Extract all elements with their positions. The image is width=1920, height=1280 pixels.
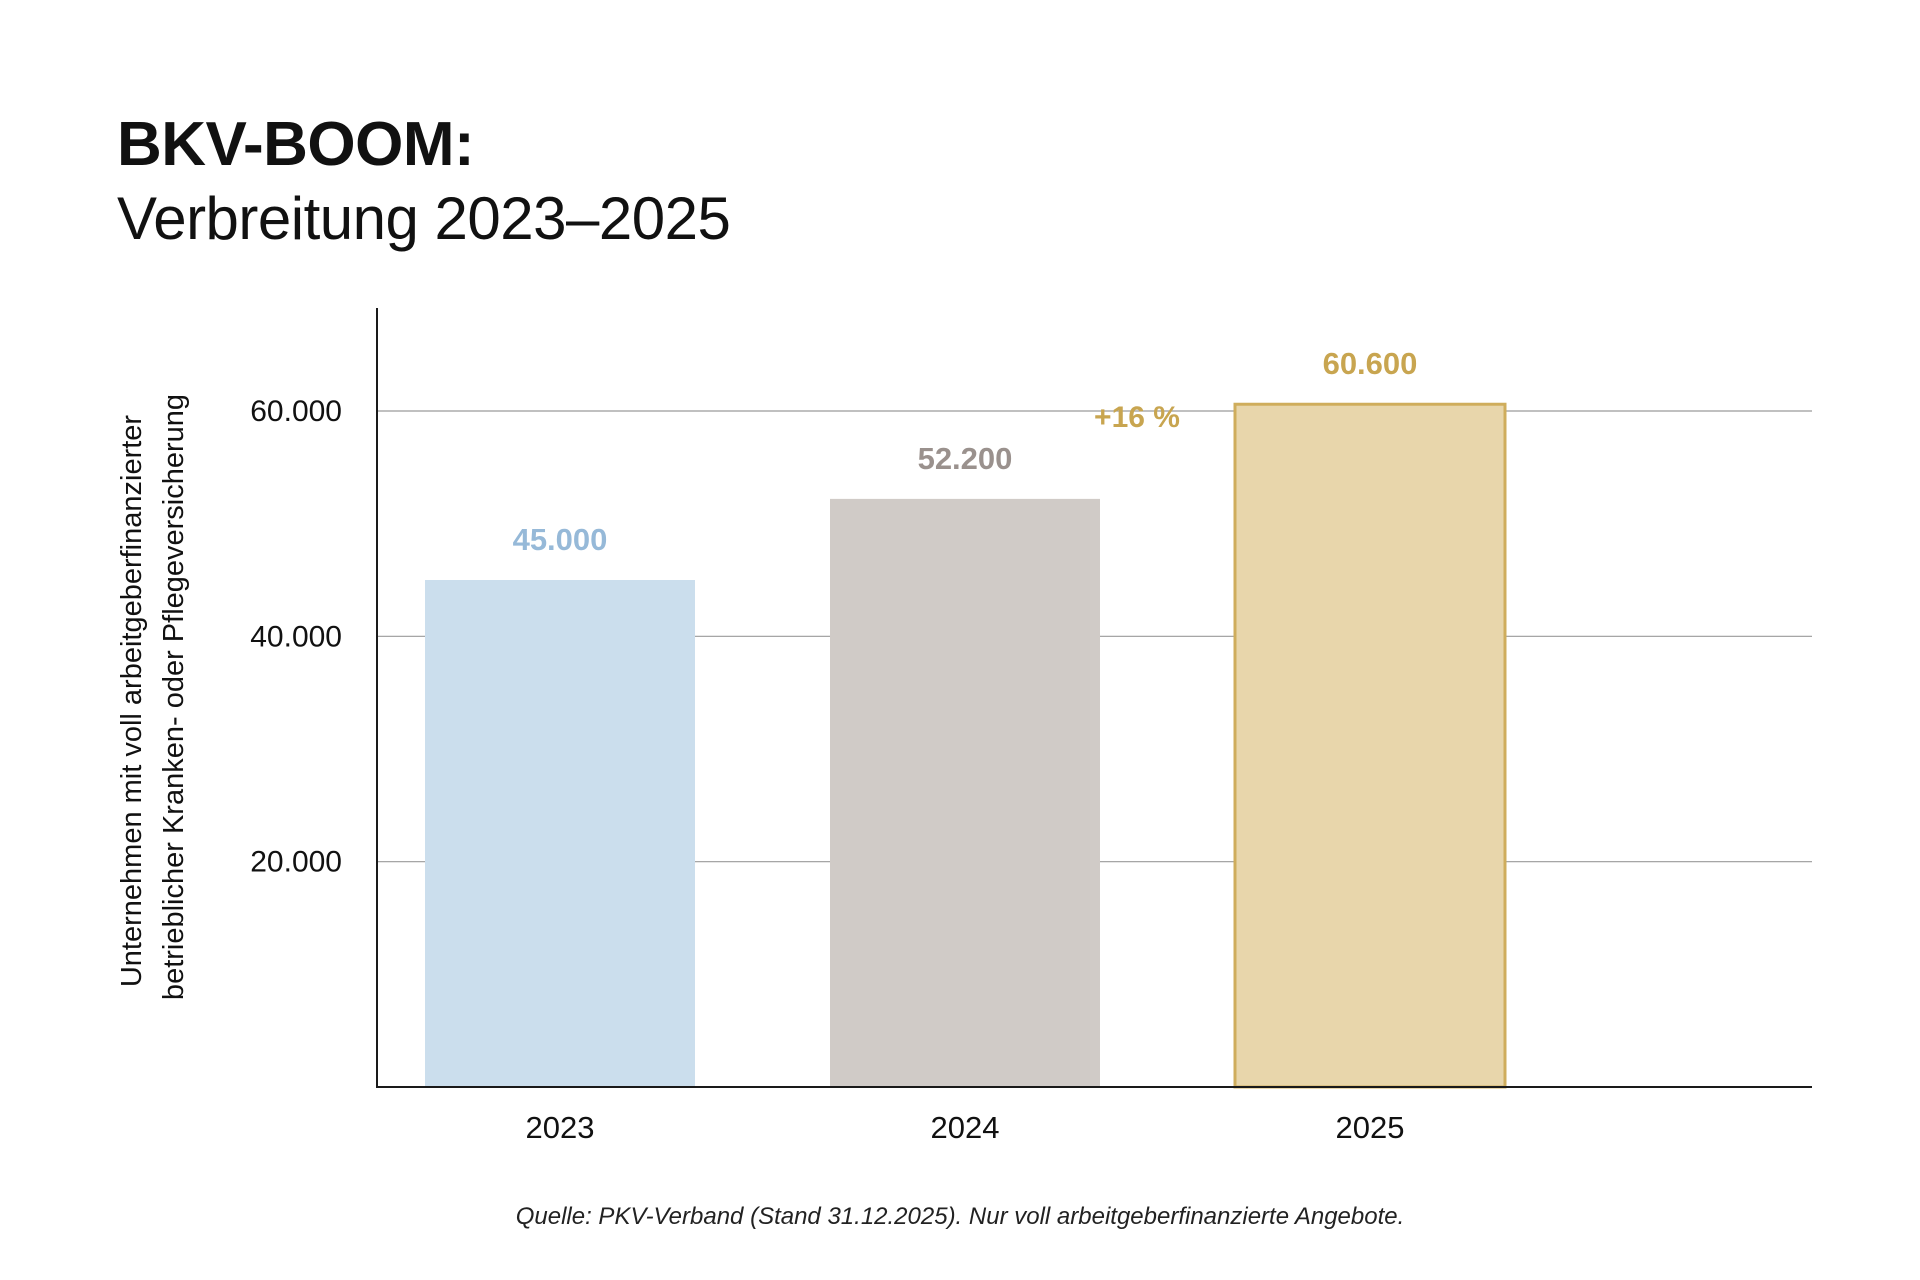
y-axis-label-line-1: Unternehmen mit voll arbeitgeberfinanzie… <box>116 415 148 988</box>
data-label-2025: 60.600 <box>1323 346 1418 381</box>
y-axis-label-line-2: betrieblicher Kranken- oder Pflegeversic… <box>158 394 190 1000</box>
y-tick-label: 20.000 <box>250 846 342 879</box>
source-note: Quelle: PKV-Verband (Stand 31.12.2025). … <box>515 1203 1405 1230</box>
x-tick-label-2025: 2025 <box>1336 1110 1405 1145</box>
bar-2023 <box>425 580 695 1087</box>
growth-annotation: +16 % <box>1094 401 1180 434</box>
y-tick-label: 60.000 <box>250 395 342 428</box>
data-label-2024: 52.200 <box>918 441 1013 476</box>
chart-title: BKV-BOOM: <box>117 110 475 179</box>
x-tick-label-2023: 2023 <box>526 1110 595 1145</box>
bars <box>425 402 1507 1089</box>
y-tick-label: 40.000 <box>250 620 342 653</box>
y-axis-label: Unternehmen mit voll arbeitgeberfinanzie… <box>116 394 190 1000</box>
bar-2025 <box>1233 402 1507 1089</box>
title-block: BKV-BOOM: Verbreitung 2023–2025 <box>117 108 731 256</box>
chart-subtitle: Verbreitung 2023–2025 <box>117 185 731 252</box>
bar-2024 <box>830 498 1100 1087</box>
data-label-2023: 45.000 <box>513 522 608 557</box>
x-tick-label-2024: 2024 <box>931 1110 1000 1145</box>
labels: 20.000 40.000 60.000 45.000 2023 52.200 2024 60… <box>250 346 1417 1145</box>
axes <box>376 308 1812 1088</box>
